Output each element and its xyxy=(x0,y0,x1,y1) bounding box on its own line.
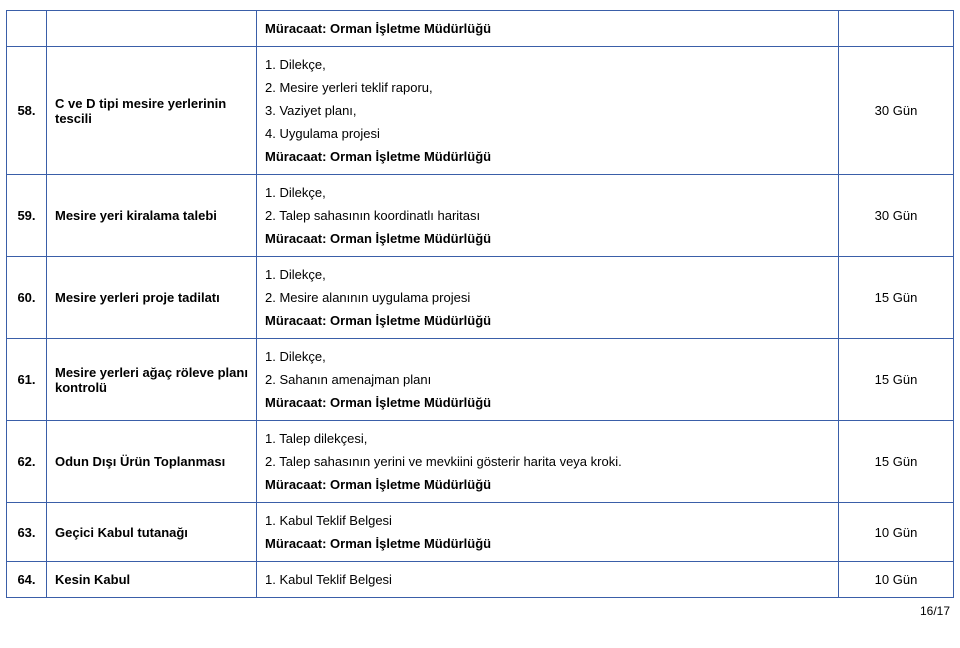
row-number: 60. xyxy=(7,257,47,339)
row-desc: 1. Dilekçe, 2. Mesire alanının uygulama … xyxy=(257,257,839,339)
row-duration: 15 Gün xyxy=(839,421,954,503)
row-number: 63. xyxy=(7,503,47,562)
row-title: C ve D tipi mesire yerlerinin tescili xyxy=(47,47,257,175)
desc-line: 2. Mesire alanının uygulama projesi xyxy=(265,290,830,305)
desc-line: 1. Dilekçe, xyxy=(265,185,830,200)
desc-line: 1. Dilekçe, xyxy=(265,267,830,282)
desc-line: 1. Talep dilekçesi, xyxy=(265,431,830,446)
row-duration: 15 Gün xyxy=(839,339,954,421)
row-desc: 1. Kabul Teklif Belgesi Müracaat: Orman … xyxy=(257,503,839,562)
table-row: 58. C ve D tipi mesire yerlerinin tescil… xyxy=(7,47,954,175)
desc-line: 2. Sahanın amenajman planı xyxy=(265,372,830,387)
row-duration: 15 Gün xyxy=(839,257,954,339)
row-duration: 30 Gün xyxy=(839,175,954,257)
desc-line: 2. Mesire yerleri teklif raporu, xyxy=(265,80,830,95)
table-row: 61. Mesire yerleri ağaç röleve planı kon… xyxy=(7,339,954,421)
muracaat-line: Müracaat: Orman İşletme Müdürlüğü xyxy=(265,313,830,328)
row-number: 62. xyxy=(7,421,47,503)
desc-line: 2. Talep sahasının koordinatlı haritası xyxy=(265,208,830,223)
table-row: 62. Odun Dışı Ürün Toplanması 1. Talep d… xyxy=(7,421,954,503)
table-row: 60. Mesire yerleri proje tadilatı 1. Dil… xyxy=(7,257,954,339)
muracaat-line: Müracaat: Orman İşletme Müdürlüğü xyxy=(265,231,830,246)
desc-line: 4. Uygulama projesi xyxy=(265,126,830,141)
row-title: Mesire yeri kiralama talebi xyxy=(47,175,257,257)
muracaat-line: Müracaat: Orman İşletme Müdürlüğü xyxy=(265,395,830,410)
muracaat-line: Müracaat: Orman İşletme Müdürlüğü xyxy=(265,536,830,551)
row-desc: 1. Dilekçe, 2. Sahanın amenajman planı M… xyxy=(257,339,839,421)
row-desc: 1. Talep dilekçesi, 2. Talep sahasının y… xyxy=(257,421,839,503)
desc-line: 1. Kabul Teklif Belgesi xyxy=(265,513,830,528)
muracaat-line: Müracaat: Orman İşletme Müdürlüğü xyxy=(265,477,830,492)
table-row: 63. Geçici Kabul tutanağı 1. Kabul Tekli… xyxy=(7,503,954,562)
row-title: Kesin Kabul xyxy=(47,562,257,598)
row-number: 58. xyxy=(7,47,47,175)
desc-line: 1. Kabul Teklif Belgesi xyxy=(265,572,830,587)
header-title xyxy=(47,11,257,47)
row-title: Odun Dışı Ürün Toplanması xyxy=(47,421,257,503)
header-num xyxy=(7,11,47,47)
table-row: 64. Kesin Kabul 1. Kabul Teklif Belgesi … xyxy=(7,562,954,598)
row-desc: 1. Dilekçe, 2. Talep sahasının koordinat… xyxy=(257,175,839,257)
table-row: 59. Mesire yeri kiralama talebi 1. Dilek… xyxy=(7,175,954,257)
row-number: 59. xyxy=(7,175,47,257)
row-duration: 30 Gün xyxy=(839,47,954,175)
row-title: Mesire yerleri ağaç röleve planı kontrol… xyxy=(47,339,257,421)
header-row: Müracaat: Orman İşletme Müdürlüğü xyxy=(7,11,954,47)
desc-line: 1. Dilekçe, xyxy=(265,57,830,72)
row-title: Geçici Kabul tutanağı xyxy=(47,503,257,562)
row-desc: 1. Dilekçe, 2. Mesire yerleri teklif rap… xyxy=(257,47,839,175)
row-duration: 10 Gün xyxy=(839,562,954,598)
header-dur xyxy=(839,11,954,47)
desc-line: 2. Talep sahasının yerini ve mevkiini gö… xyxy=(265,454,830,469)
row-title: Mesire yerleri proje tadilatı xyxy=(47,257,257,339)
header-desc: Müracaat: Orman İşletme Müdürlüğü xyxy=(257,11,839,47)
desc-line: 1. Dilekçe, xyxy=(265,349,830,364)
desc-line: 3. Vaziyet planı, xyxy=(265,103,830,118)
page-footer: 16/17 xyxy=(6,598,954,618)
row-number: 64. xyxy=(7,562,47,598)
muracaat-line: Müracaat: Orman İşletme Müdürlüğü xyxy=(265,149,830,164)
row-number: 61. xyxy=(7,339,47,421)
header-muracaat: Müracaat: Orman İşletme Müdürlüğü xyxy=(265,21,491,36)
row-duration: 10 Gün xyxy=(839,503,954,562)
services-table: Müracaat: Orman İşletme Müdürlüğü 58. C … xyxy=(6,10,954,598)
row-desc: 1. Kabul Teklif Belgesi xyxy=(257,562,839,598)
